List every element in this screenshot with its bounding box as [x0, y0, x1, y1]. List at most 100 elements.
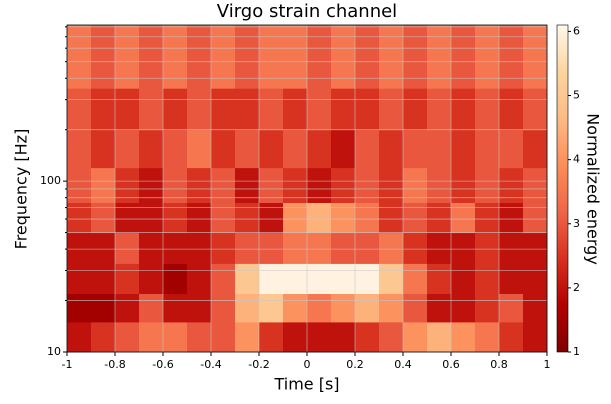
heatmap-cell [331, 293, 356, 323]
heatmap-cell [115, 167, 140, 203]
heatmap-cell [523, 232, 548, 264]
x-tick-label: 1 [544, 358, 551, 371]
heatmap-cell [355, 88, 380, 131]
heatmap-cell [355, 232, 380, 264]
x-tick-label: -0.4 [200, 358, 221, 371]
heatmap-cell [259, 129, 284, 169]
heatmap-cell [235, 25, 260, 89]
heatmap-cell [259, 88, 284, 131]
heatmap-cell [523, 321, 548, 353]
heatmap-cell [187, 25, 212, 89]
heatmap-cell [211, 293, 236, 323]
heatmap-cell [211, 88, 236, 131]
heatmap-cell [187, 129, 212, 169]
heatmap-cell [283, 88, 308, 131]
heatmap-cell [139, 129, 164, 169]
heatmap-cell [331, 232, 356, 264]
heatmap-cell [403, 263, 428, 294]
heatmap-cell [379, 321, 404, 353]
x-tick-label: 0 [304, 358, 311, 371]
heatmap-cell [139, 202, 164, 234]
heatmap-cell [451, 293, 476, 323]
heatmap-cell [67, 167, 92, 203]
heatmap-cell [211, 167, 236, 203]
heatmap-cell [379, 25, 404, 89]
heatmap-cell [307, 25, 332, 89]
x-tick-label: -0.6 [152, 358, 173, 371]
heatmap-cell [451, 321, 476, 353]
heatmap-cell [499, 232, 524, 264]
heatmap-cell [427, 321, 452, 353]
heatmap-cell [67, 88, 92, 131]
heatmap-cell [379, 293, 404, 323]
heatmap-cell [403, 88, 428, 131]
heatmap-cell [163, 25, 188, 89]
heatmap-cell [67, 263, 92, 294]
heatmap-cell [283, 129, 308, 169]
heatmap-cell [307, 129, 332, 169]
heatmap-cell [187, 321, 212, 353]
heatmap-cell [187, 88, 212, 131]
heatmap-cell [475, 129, 500, 169]
heatmap-cell [91, 232, 116, 264]
heatmap-cell [403, 25, 428, 89]
heatmap-cell [67, 202, 92, 234]
heatmap-cell [91, 263, 116, 294]
heatmap-cell [523, 202, 548, 234]
heatmap-cell [475, 167, 500, 203]
heatmap-cell [523, 263, 548, 294]
heatmap-cell [523, 88, 548, 131]
heatmap-cell [283, 321, 308, 353]
heatmap-cell [307, 88, 332, 131]
heatmap-cell [163, 167, 188, 203]
heatmap-cell [187, 232, 212, 264]
colorbar-tick-label: 4 [573, 153, 580, 166]
heatmap-cell [379, 202, 404, 234]
heatmap-cell [139, 293, 164, 323]
heatmap-cell [427, 202, 452, 234]
heatmap-cell [211, 321, 236, 353]
heatmap-cell [139, 88, 164, 131]
heatmap-cell [331, 167, 356, 203]
heatmap-cell [91, 293, 116, 323]
heatmap-cell [427, 129, 452, 169]
colorbar-label: Normalized energy [584, 113, 603, 265]
heatmap-cell [259, 321, 284, 353]
heatmap-cell [403, 293, 428, 323]
heatmap-cell [427, 263, 452, 294]
heatmap-cell [307, 263, 332, 294]
heatmap-cell [307, 167, 332, 203]
heatmap-cell [283, 293, 308, 323]
heatmap-cell [475, 202, 500, 234]
heatmap-cell [355, 321, 380, 353]
heatmap-cell [259, 167, 284, 203]
heatmap-cell [67, 232, 92, 264]
heatmap-cell [139, 167, 164, 203]
x-tick-label: 0.2 [346, 358, 364, 371]
heatmap-cell [211, 263, 236, 294]
heatmap-cell [91, 25, 116, 89]
heatmap-cell [163, 202, 188, 234]
heatmap-cell [235, 321, 260, 353]
heatmap-cell [187, 293, 212, 323]
colorbar-tick-label: 2 [573, 281, 580, 294]
heatmap-cell [403, 167, 428, 203]
heatmap-cell [355, 25, 380, 89]
x-axis-label: Time [s] [273, 375, 339, 394]
heatmap-cell [139, 232, 164, 264]
heatmap-cell [379, 129, 404, 169]
heatmap-cell [451, 232, 476, 264]
heatmap-cell [115, 129, 140, 169]
heatmap-cell [235, 167, 260, 203]
heatmap-cell [523, 129, 548, 169]
heatmap-cell [283, 202, 308, 234]
heatmap-cell [115, 263, 140, 294]
heatmap-cell [403, 321, 428, 353]
heatmap-cell [115, 202, 140, 234]
heatmap-cell [187, 263, 212, 294]
colorbar-tick-label: 1 [573, 345, 580, 358]
heatmap-cell [259, 25, 284, 89]
heatmap-cell [499, 202, 524, 234]
heatmap-cell [427, 167, 452, 203]
